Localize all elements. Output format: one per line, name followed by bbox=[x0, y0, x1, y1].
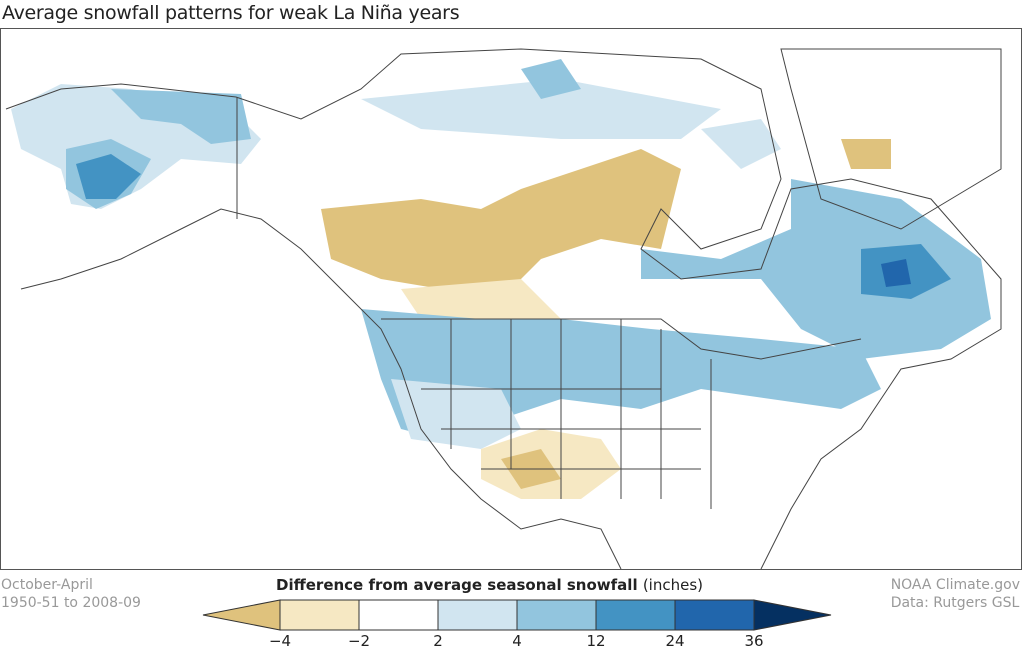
arctic-islands-blue-region bbox=[521, 59, 581, 99]
data-credit-text: Data: Rutgers GSL bbox=[890, 595, 1020, 611]
canada-north-blue-region bbox=[361, 79, 721, 139]
period-note: October-April 1950-51 to 2008-09 bbox=[1, 576, 141, 612]
color-legend bbox=[202, 599, 832, 631]
legend-swatch bbox=[674, 599, 755, 631]
credits-note: NOAA Climate.gov Data: Rutgers GSL bbox=[891, 576, 1020, 612]
legend-swatch bbox=[358, 599, 439, 631]
legend-tick-label: −2 bbox=[347, 632, 371, 650]
legend-tick-label: 12 bbox=[586, 632, 606, 650]
legend-tick-label: −4 bbox=[268, 632, 292, 650]
coastlines-and-borders bbox=[5, 48, 1002, 570]
alaska-dark-blue-region bbox=[76, 154, 141, 199]
map-title: Average snowfall patterns for weak La Ni… bbox=[2, 2, 460, 24]
legend-arrow-high bbox=[753, 599, 832, 631]
legend-title: Difference from average seasonal snowfal… bbox=[276, 576, 703, 594]
us-state-lines bbox=[421, 319, 712, 509]
labrador-blue-region bbox=[701, 119, 781, 169]
legend-units: (inches) bbox=[642, 576, 704, 594]
north-america-map bbox=[5, 48, 1002, 570]
legend-title-text: Difference from average seasonal snowfal… bbox=[276, 576, 638, 594]
us-west-light-blue-region bbox=[391, 379, 521, 449]
canada-tan-region bbox=[321, 149, 681, 299]
us-canada-border bbox=[381, 318, 862, 360]
greenland-tan-region bbox=[841, 139, 891, 169]
legend-swatch bbox=[516, 599, 597, 631]
greenland-outline bbox=[780, 48, 1002, 230]
yukon-blue-region bbox=[111, 89, 251, 144]
legend-tick-label: 24 bbox=[665, 632, 685, 650]
source-text: NOAA Climate.gov bbox=[890, 577, 1020, 593]
snowfall-anomaly-fills bbox=[11, 59, 991, 499]
legend-swatch bbox=[595, 599, 676, 631]
legend-tick-label: 4 bbox=[512, 632, 522, 650]
legend-tick-label: 36 bbox=[744, 632, 764, 650]
coastline bbox=[5, 48, 1002, 570]
legend-swatch bbox=[279, 599, 360, 631]
quebec-darkest-blue-region bbox=[881, 259, 911, 287]
legend-arrow-low bbox=[202, 599, 281, 631]
months-text: October-April bbox=[1, 577, 93, 593]
quebec-blue-region bbox=[641, 179, 991, 359]
snowfall-map bbox=[0, 28, 1022, 570]
years-text: 1950-51 to 2008-09 bbox=[1, 595, 141, 611]
legend-tick-label: 2 bbox=[433, 632, 443, 650]
legend-swatch bbox=[437, 599, 518, 631]
